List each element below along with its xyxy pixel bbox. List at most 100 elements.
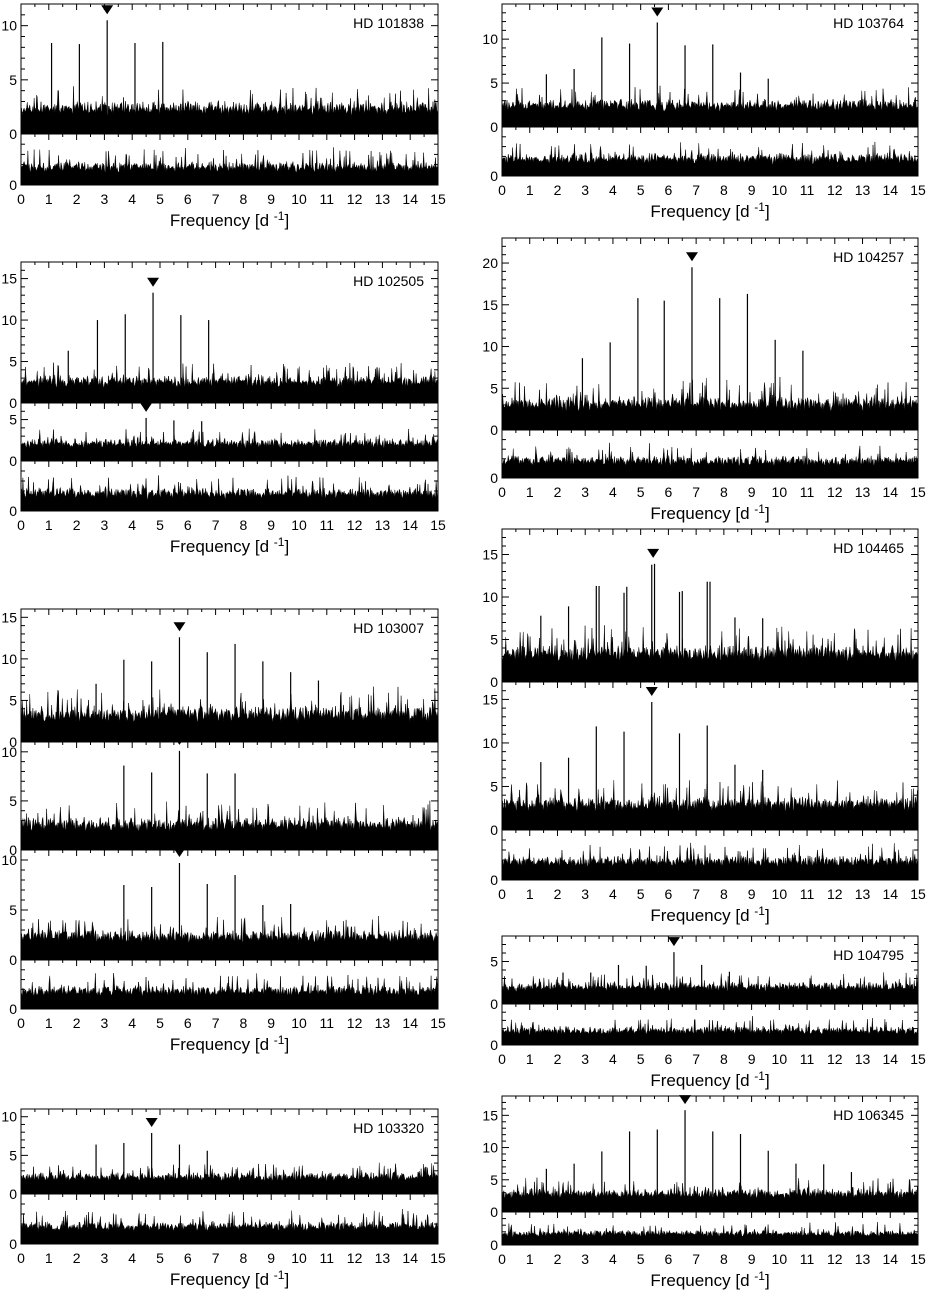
x-tick-label: 12 [827,1051,843,1067]
y-tick-label: 10 [482,1140,498,1156]
panel-2: 0 [490,429,919,486]
x-tick-label: 13 [855,886,871,902]
y-tick-label: 0 [9,126,17,142]
x-tick-label: 6 [665,1251,673,1267]
x-tick-label: 2 [554,1251,562,1267]
y-tick-label: 0 [490,470,498,486]
x-tick-label: 4 [609,1251,617,1267]
panel-3: 0 [490,829,919,888]
x-tick-label: 3 [101,1250,109,1266]
x-tick-label: 5 [637,182,645,198]
x-tick-label: 12 [827,484,843,500]
noise-spectrum [20,800,439,851]
x-tick-label: 8 [720,182,728,198]
y-tick-label: 10 [1,852,17,868]
x-tick-label: 9 [267,191,275,207]
x-tick-label: 4 [128,1250,136,1266]
y-tick-label: 5 [9,902,17,918]
dominant-frequency-marker [145,1117,158,1127]
dominant-frequency-marker [679,1095,692,1105]
x-tick-label: 3 [581,1251,589,1267]
x-tick-label: 1 [45,1250,53,1266]
dominant-frequency-marker [651,7,664,17]
x-tick-label: 6 [665,1051,673,1067]
dominant-frequency-marker [140,402,153,412]
y-tick-label: 0 [490,1204,498,1220]
noise-spectrum [501,141,919,177]
x-tick-label: 3 [581,182,589,198]
x-tick-label: 6 [665,484,673,500]
y-tick-label: 0 [9,1236,17,1252]
x-tick-label: 0 [498,1051,506,1067]
x-tick-label: 9 [748,1051,756,1067]
y-tick-label: 0 [490,168,498,184]
y-tick-label: 0 [490,119,498,135]
noise-spectrum [501,1177,919,1213]
noise-spectrum [501,442,919,479]
y-tick-label: 0 [490,674,498,690]
x-tick-label: 12 [347,517,363,533]
panel-2: 0 5 10 15 [482,681,919,838]
x-tick-label: 9 [267,517,275,533]
x-axis-label: Frequency [d -1] [650,904,769,925]
x-tick-label: 11 [320,517,335,533]
y-tick-label: 0 [9,1001,17,1017]
y-tick-label: 10 [482,589,498,605]
y-tick-label: 10 [482,735,498,751]
x-axis-label: Frequency [d -1] [650,1269,769,1290]
panel-1: 0 5 10 15 [1,261,439,411]
x-tick-label: 5 [637,484,645,500]
x-tick-label: 2 [73,517,81,533]
x-tick-label: 14 [882,484,898,500]
x-tick-label: 11 [800,1251,815,1267]
x-tick-label: 7 [212,517,220,533]
x-tick-label: 3 [101,1015,109,1031]
y-tick-label: 0 [9,734,17,750]
x-tick-label: 1 [526,484,534,500]
x-tick-label: 1 [526,182,534,198]
x-tick-label: 13 [855,1051,871,1067]
x-tick-label: 5 [156,1250,164,1266]
x-tick-label: 0 [17,191,25,207]
y-tick-label: 0 [490,1037,498,1053]
x-tick-label: 15 [910,1051,926,1067]
y-tick-label: 0 [490,822,498,838]
x-tick-label: 2 [554,182,562,198]
x-tick-label: 6 [665,182,673,198]
dominant-frequency-marker [147,277,160,287]
panel-3: 0 5 10 [1,848,439,968]
x-tick-label: 3 [581,886,589,902]
x-axis-label: Frequency [d -1] [650,200,769,221]
x-tick-label: 10 [291,1015,307,1031]
x-tick-label: 2 [73,1250,81,1266]
y-tick-label: 5 [9,354,17,370]
noise-spectrum [501,1222,919,1246]
y-tick-label: 5 [9,692,17,708]
y-tick-label: 15 [482,1107,498,1123]
x-tick-label: 4 [128,191,136,207]
x-tick-label: 15 [910,886,926,902]
noise-spectrum [501,780,919,831]
x-tick-label: 7 [212,1250,220,1266]
noise-spectrum [20,1162,439,1195]
y-tick-label: 10 [1,312,17,328]
x-tick-label: 8 [240,1250,248,1266]
x-tick-label: 11 [800,886,815,902]
x-tick-label: 8 [720,1051,728,1067]
star-label: HD 103007 [353,620,424,636]
x-tick-label: 14 [402,191,418,207]
x-tick-label: 14 [882,1251,898,1267]
x-axis-label: Frequency [d -1] [170,1033,289,1054]
x-axis-label: Frequency [d -1] [170,535,289,556]
x-tick-label: 6 [184,517,192,533]
y-tick-label: 5 [490,778,498,794]
x-tick-label: 9 [267,1015,275,1031]
y-tick-label: 5 [9,412,17,428]
x-tick-label: 4 [128,517,136,533]
x-tick-label: 14 [882,182,898,198]
x-tick-label: 7 [212,1015,220,1031]
x-tick-label: 5 [156,191,164,207]
y-tick-label: 5 [9,72,17,88]
